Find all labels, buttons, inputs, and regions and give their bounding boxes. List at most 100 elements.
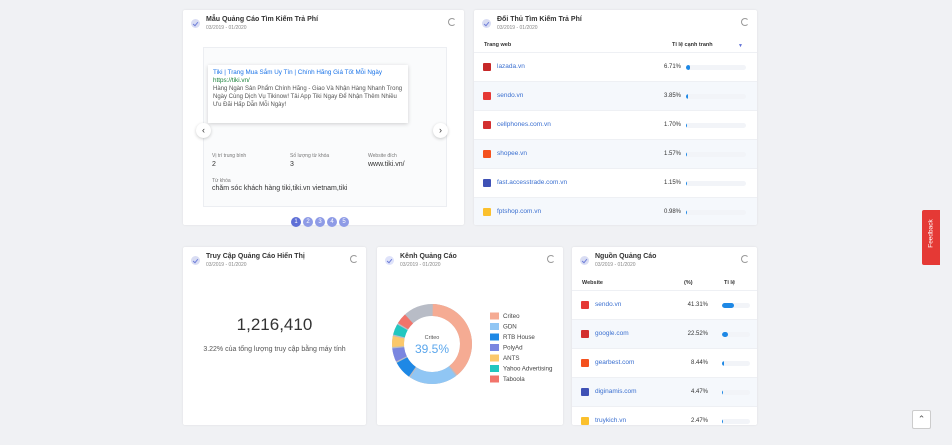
site-link[interactable]: fast.accesstrade.com.vn [497, 179, 568, 186]
site-link[interactable]: diginamis.com [595, 388, 637, 395]
site-icon [483, 179, 491, 187]
page-dot[interactable]: 3 [315, 217, 325, 227]
field-label: Website đích [368, 153, 397, 159]
field-label: Số lượng từ khóa [290, 153, 330, 159]
column-header[interactable]: Trang web [484, 42, 512, 48]
site-icon [581, 388, 589, 396]
share-label: 1.15% [663, 180, 681, 186]
share-bar [722, 361, 725, 366]
refresh[interactable] [741, 255, 749, 263]
field-value: chăm sóc khách hàng tiki,tiki.vn vietnam… [212, 185, 348, 192]
source-card: Nguồn Quảng Cáo 03/2019 - 01/2020 Websit… [572, 247, 757, 425]
site-icon [581, 301, 589, 309]
site-link[interactable]: fptshop.com.vn [497, 208, 542, 215]
share-label: 22.52% [687, 331, 708, 337]
share-track [722, 361, 750, 366]
field-value: 3 [290, 161, 294, 168]
table-row: diginamis.com 4.47% [572, 377, 757, 407]
donut-segment [396, 357, 416, 377]
site-icon [483, 208, 491, 216]
field-value: 2 [212, 161, 216, 168]
field-value: www.tiki.vn/ [368, 161, 405, 168]
card-date: 03/2019 - 01/2020 [206, 262, 247, 268]
page-dot[interactable]: 5 [339, 217, 349, 227]
site-icon [581, 359, 589, 367]
share-track [722, 419, 750, 424]
share-label: 1.57% [663, 151, 681, 157]
legend-swatch [490, 354, 499, 362]
share-track [722, 332, 750, 337]
table-row: sendo.vn 3.85% [474, 81, 757, 111]
site-link[interactable]: sendo.vn [497, 92, 524, 99]
column-header[interactable]: Website [582, 280, 603, 286]
ad-description: Hàng Ngàn Sản Phẩm Chính Hãng - Giao Và … [213, 86, 403, 108]
table-row: cellphones.com.vn 1.70% [474, 110, 757, 140]
share-track [686, 210, 746, 215]
legend-label: Taboola [503, 376, 525, 383]
page-dot[interactable]: 2 [303, 217, 313, 227]
legend-swatch [490, 375, 499, 383]
scroll-top[interactable]: ⌃ [912, 410, 931, 429]
column-header[interactable]: (%) [684, 280, 693, 286]
donut-segment [392, 347, 407, 362]
site-link[interactable]: google.com [595, 330, 629, 337]
display-card: Truy Cập Quảng Cáo Hiển Thị 03/2019 - 01… [183, 247, 366, 425]
competitor-card: Đối Thủ Tìm Kiếm Trả Phí 03/2019 - 01/20… [474, 10, 757, 225]
donut-segment [393, 324, 408, 338]
site-link[interactable]: truykich.vn [595, 417, 627, 424]
column-header[interactable]: Tỉ lệ [724, 280, 736, 286]
legend-label: ANTS [503, 355, 520, 362]
center-label: Criteo [425, 335, 440, 341]
donut-segment [432, 304, 472, 376]
legend-swatch [490, 312, 499, 320]
card-date: 03/2019 - 01/2020 [497, 25, 538, 31]
card-title: Nguồn Quảng Cáo [595, 253, 657, 260]
prev-button[interactable]: ‹ [196, 123, 211, 138]
share-track [722, 303, 750, 308]
ad-box: Tiki | Trang Mua Sắm Uy Tín | Chính Hãng… [208, 65, 408, 123]
share-track [686, 181, 746, 186]
share-label: 8.44% [690, 360, 708, 366]
table-row: gearbest.com 8.44% [572, 348, 757, 378]
ad-url[interactable]: https://tiki.vn/ [213, 77, 250, 84]
site-link[interactable]: lazada.vn [497, 63, 525, 70]
field-label: Từ khóa [212, 178, 231, 184]
refresh[interactable] [350, 255, 358, 263]
card-title: Mẫu Quảng Cáo Tìm Kiếm Trả Phí [206, 16, 319, 23]
page-dot[interactable]: 4 [327, 217, 337, 227]
sort-icon[interactable]: ▼ [738, 43, 743, 49]
legend-swatch [490, 333, 499, 341]
total-visits: 1,216,410 [236, 315, 313, 334]
legend-label: GDN [503, 324, 517, 331]
ad-headline[interactable]: Tiki | Trang Mua Sắm Uy Tín | Chính Hãng… [213, 69, 383, 76]
site-icon [483, 92, 491, 100]
share-bar [686, 181, 687, 186]
donut-chart: Criteo GDN RTB House PolyAd ANTS Yahoo Advert… [392, 304, 553, 384]
page-dot[interactable]: 1 [291, 217, 301, 227]
table-row: fast.accesstrade.com.vn 1.15% [474, 168, 757, 198]
next-button[interactable]: › [433, 123, 448, 138]
column-header[interactable]: Tỉ lệ cạnh tranh [672, 42, 713, 48]
site-link[interactable]: shopee.vn [497, 150, 527, 157]
site-link[interactable]: gearbest.com [595, 359, 635, 366]
feedback-label[interactable]: Feedback [927, 219, 935, 248]
card-title: Kênh Quảng Cáo [400, 253, 457, 260]
refresh[interactable] [741, 18, 749, 26]
refresh[interactable] [448, 18, 456, 26]
site-icon [483, 150, 491, 158]
site-link[interactable]: cellphones.com.vn [497, 121, 551, 128]
share-bar [686, 94, 689, 99]
site-link[interactable]: sendo.vn [595, 301, 622, 308]
ad-card: Mẫu Quảng Cáo Tìm Kiếm Trả Phí 03/2019 -… [183, 10, 464, 227]
refresh[interactable] [547, 255, 555, 263]
share-label: 0.98% [663, 209, 681, 215]
legend-label: Yahoo Advertising [503, 366, 553, 373]
table-row: shopee.vn 1.57% [474, 139, 757, 169]
legend-swatch [490, 365, 499, 372]
share-label: 6.71% [663, 64, 681, 70]
site-icon [483, 63, 491, 71]
card-title: Đối Thủ Tìm Kiếm Trả Phí [497, 16, 582, 23]
share-bar [686, 65, 691, 70]
feedback-tab[interactable]: Feedback [922, 210, 940, 265]
